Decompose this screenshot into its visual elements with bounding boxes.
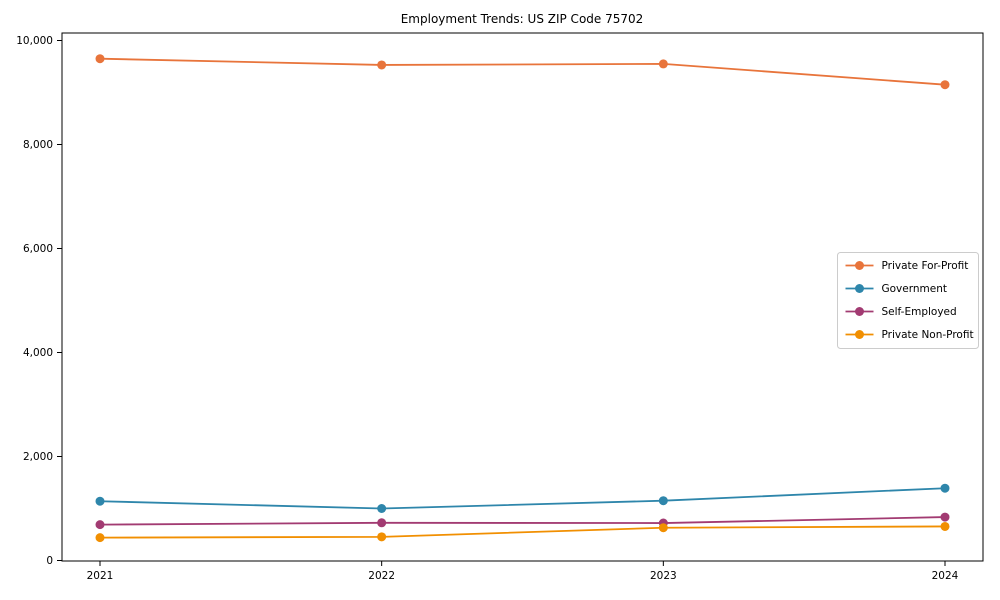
series-line-private-non-profit	[99, 525, 946, 539]
legend-box	[837, 252, 979, 349]
data-point	[377, 504, 387, 513]
x-tick-label: 2022	[368, 570, 395, 582]
plot-border	[61, 32, 984, 562]
data-point	[95, 54, 105, 64]
legend-item: Private Non-Profit	[845, 329, 974, 341]
data-point	[95, 496, 105, 506]
data-point	[940, 521, 950, 531]
series-line-private-for-profit	[99, 57, 946, 86]
data-point	[658, 59, 668, 69]
x-tick-label: 2024	[932, 570, 959, 582]
y-tick-label: 8,000	[23, 139, 53, 151]
x-tick-label: 2023	[650, 570, 677, 582]
data-point	[377, 518, 387, 528]
data-point	[377, 532, 387, 542]
legend-item: Government	[845, 283, 947, 295]
y-tick-label: 0	[46, 555, 53, 567]
legend-label: Self-Employed	[882, 306, 957, 318]
legend-label: Private Non-Profit	[882, 329, 974, 341]
plot-area: 0 2,000 4,000 6,000 8,000 10,000 2021 2022 2023 2…	[16, 32, 984, 582]
data-point	[940, 483, 950, 493]
legend-marker-icon	[855, 330, 864, 339]
data-point	[940, 80, 950, 90]
legend-item: Private For-Profit	[845, 260, 969, 272]
data-point	[95, 533, 105, 543]
data-point	[377, 60, 387, 70]
y-tick-label: 6,000	[23, 243, 53, 255]
data-point	[95, 520, 105, 530]
data-point	[658, 496, 668, 506]
y-tick-label: 10,000	[16, 35, 53, 47]
legend-marker-icon	[855, 261, 864, 270]
y-tick-label: 2,000	[23, 451, 53, 463]
legend-marker-icon	[855, 284, 864, 293]
chart-title: Employment Trends: US ZIP Code 75702	[401, 12, 644, 26]
legend-marker-icon	[855, 307, 864, 316]
legend: Private For-Profit Government Self-Employe…	[837, 252, 979, 349]
data-point	[658, 523, 668, 533]
legend-label: Government	[882, 283, 947, 295]
x-tick-label: 2021	[87, 570, 114, 582]
y-tick-label: 4,000	[23, 347, 53, 359]
series-line-government	[99, 487, 946, 510]
series-line-self-employed	[99, 516, 946, 526]
data-point	[940, 512, 950, 522]
legend-item: Self-Employed	[845, 306, 957, 318]
legend-label: Private For-Profit	[882, 260, 969, 272]
